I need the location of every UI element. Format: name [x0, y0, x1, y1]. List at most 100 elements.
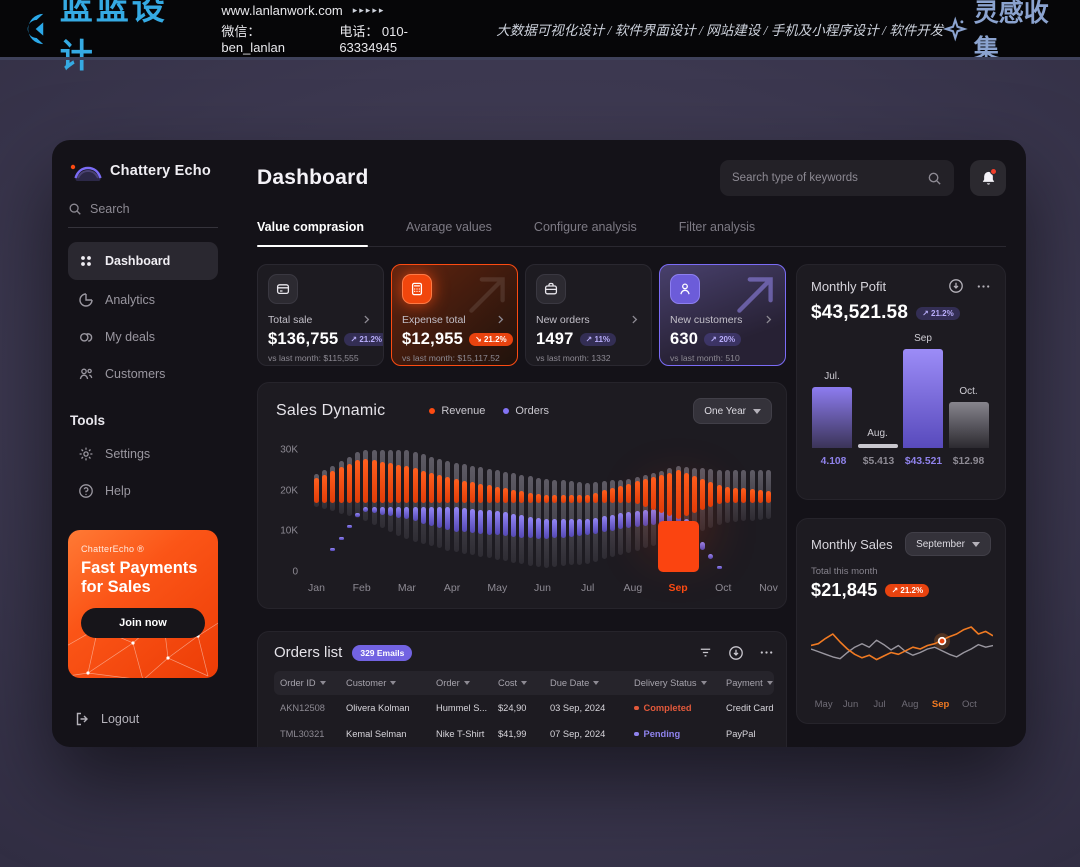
monthly-sales-chart [810, 605, 994, 723]
tab-configure-analysis[interactable]: Configure analysis [533, 220, 637, 234]
table-row[interactable]: TML30321 Kemal Selman Nike T-Shirt $41,99 07… [274, 721, 774, 747]
table-row[interactable]: AKN12508 Olivera Kolman Hummel S... $24,90 0… [274, 695, 774, 721]
chart-bar [576, 494, 582, 503]
sidebar-nav: Dashboard Analytics My deals Customers [68, 242, 218, 391]
keyword-search-input[interactable] [732, 172, 927, 184]
notification-dot [990, 168, 997, 175]
logout-button[interactable]: Logout [68, 711, 218, 727]
tab-value-comprasion[interactable]: Value comprasion [257, 220, 368, 247]
pie-icon [78, 292, 94, 308]
export-icon[interactable] [728, 645, 744, 661]
column-header-payment[interactable]: Payment [720, 678, 776, 688]
logout-icon [74, 711, 90, 727]
y-axis-tick: 30K [280, 444, 298, 456]
join-now-button[interactable]: Join now [81, 607, 205, 638]
sidebar-item-customers[interactable]: Customers [68, 356, 218, 391]
table-cell: Olivera Kolman [346, 703, 410, 713]
stat-trend-badge: ↗ 11% [579, 333, 617, 346]
chart-bar [453, 507, 459, 532]
sidebar-item-settings[interactable]: Settings [68, 436, 218, 471]
chart-bar [568, 494, 574, 503]
x-axis-label-nov: Nov [759, 582, 778, 594]
chart-bar [560, 494, 566, 503]
column-header-cost[interactable]: Cost [492, 678, 544, 688]
range-select[interactable]: One Year [693, 398, 772, 424]
chart-bar [330, 471, 336, 503]
export-icon[interactable] [948, 278, 964, 294]
chevron-right-icon[interactable] [762, 313, 775, 326]
banner-divider [0, 57, 1080, 60]
phone-text: 电话： 010-63334945 [339, 23, 408, 55]
month-select[interactable]: September [905, 532, 991, 556]
app-logo-icon [68, 161, 102, 184]
website-link[interactable]: www.lanlanwork.com [221, 2, 343, 18]
column-header-due-date[interactable]: Due Date [544, 678, 628, 688]
page-title: Dashboard [257, 166, 369, 189]
profit-bar-label: Oct. [959, 385, 978, 397]
filter-icon[interactable] [698, 645, 713, 660]
chart-bar [445, 477, 451, 503]
more-options-icon[interactable] [976, 279, 991, 294]
column-label: Due Date [550, 678, 590, 688]
delivery-status: Pending [628, 729, 720, 739]
stat-card-new-orders[interactable]: New orders 1497 ↗ 11% vs last month: 1332 [525, 264, 652, 366]
stat-value: $136,755 [268, 330, 339, 348]
column-header-customer[interactable]: Customer [340, 678, 430, 688]
x-axis-label-sep: Sep [668, 582, 688, 594]
chart-bar [576, 519, 582, 537]
notifications-button[interactable] [970, 160, 1006, 196]
chart-bar [724, 486, 730, 503]
lanlan-brand: 蓝蓝设计 [14, 0, 195, 77]
emails-badge: 329 Emails [352, 644, 413, 661]
month-label-aug: Aug [901, 699, 919, 710]
sales-dynamic-chart: 30K 20K 10K 0 Jan Feb Mar Apr May Jun Jul Aug Sep Oct… [258, 383, 786, 608]
sidebar-item-my-deals[interactable]: My deals [68, 319, 218, 354]
column-header-order[interactable]: Order [430, 678, 492, 688]
app-brand-text: Chattery Echo [110, 163, 211, 179]
chart-bar [355, 512, 361, 517]
column-label: Order [436, 678, 460, 688]
monthly-sales-months: May Jun Jul Aug Sep Oct [811, 699, 991, 713]
stat-card-expense-total[interactable]: Expense total $12,955 ↘ 21.2% vs last month… [391, 264, 518, 366]
sidebar-search-input[interactable] [90, 202, 200, 216]
chart-bar [363, 506, 369, 512]
column-header-delivery-status[interactable]: Delivery Status [628, 678, 720, 688]
chart-bar [642, 509, 648, 527]
chart-bar [437, 475, 443, 503]
chart-bar [461, 508, 467, 533]
sidebar-item-dashboard[interactable]: Dashboard [68, 242, 218, 280]
promo-banner: 蓝蓝设计 www.lanlanwork.com ▸▸▸▸▸ 微信： ben_la… [0, 0, 1080, 74]
chevron-right-icon[interactable] [360, 313, 373, 326]
monthly-profit-chart: Jul. Aug. Sep Oct. [811, 326, 991, 448]
column-header-order-id[interactable]: Order ID [274, 678, 340, 688]
stat-label-row: New orders [536, 313, 641, 326]
chart-bar [338, 467, 344, 503]
stat-label: New orders [536, 313, 590, 326]
stat-value: $12,955 [402, 330, 464, 348]
tab-avarage-values[interactable]: Avarage values [405, 220, 492, 234]
chart-bar [683, 473, 689, 517]
table-cell: Kemal Selman [346, 729, 407, 739]
chart-bar [618, 513, 624, 530]
chevron-right-icon[interactable] [494, 313, 507, 326]
main-area: Dashboard Value [234, 140, 1026, 747]
tabs: Value comprasion Avarage values Configure … [257, 220, 1006, 247]
more-options-icon[interactable] [759, 645, 774, 660]
chart-bar [708, 554, 714, 559]
stat-card-new-customers[interactable]: New customers 630 ↗ 20% vs last month: 510 [659, 264, 786, 366]
tab-filter-analysis[interactable]: Filter analysis [678, 220, 756, 234]
sidebar-item-label: My deals [105, 329, 156, 344]
status-dot [634, 705, 639, 711]
keyword-search[interactable] [720, 160, 954, 196]
sidebar-item-help[interactable]: Help [68, 473, 218, 508]
stat-card-total-sale[interactable]: Total sale $136,755 ↗ 21.2% vs last month: … [257, 264, 384, 366]
stat-value: 630 [670, 330, 699, 348]
status-label: Pending [643, 729, 681, 739]
chevron-right-icon[interactable] [628, 313, 641, 326]
profit-bar-label: Sep [914, 333, 932, 345]
chart-bar [511, 489, 517, 503]
sidebar-item-analytics[interactable]: Analytics [68, 282, 218, 317]
sidebar-search[interactable] [68, 202, 218, 228]
chart-bar [593, 492, 599, 503]
legend: Revenue Orders [429, 405, 549, 417]
